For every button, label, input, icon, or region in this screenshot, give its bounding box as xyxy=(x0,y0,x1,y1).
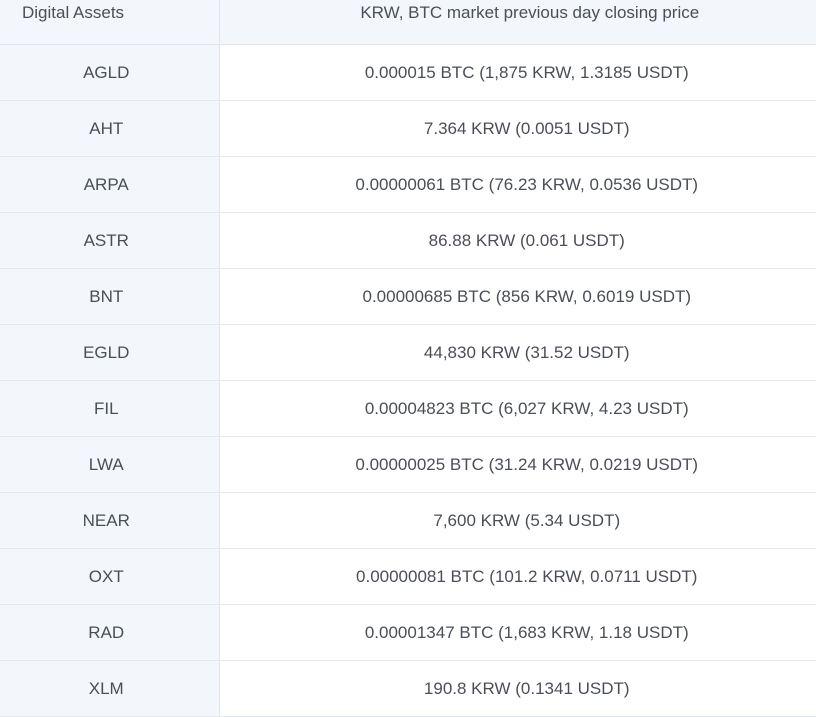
asset-symbol: OXT xyxy=(0,548,220,605)
closing-price: 7.364 KRW (0.0051 USDT) xyxy=(219,100,816,157)
asset-symbol: AGLD xyxy=(0,44,220,101)
header-closing-price: KRW, BTC market previous day closing pri… xyxy=(219,0,816,45)
closing-price: 0.00000061 BTC (76.23 KRW, 0.0536 USDT) xyxy=(219,156,816,213)
closing-price: 7,600 KRW (5.34 USDT) xyxy=(219,492,816,549)
closing-price: 0.00001347 BTC (1,683 KRW, 1.18 USDT) xyxy=(219,604,816,661)
table-row: BNT 0.00000685 BTC (856 KRW, 0.6019 USDT) xyxy=(0,268,816,325)
closing-price: 44,830 KRW (31.52 USDT) xyxy=(219,324,816,381)
asset-symbol: RAD xyxy=(0,604,220,661)
asset-symbol: XLM xyxy=(0,660,220,717)
table-body: AGLD 0.000015 BTC (1,875 KRW, 1.3185 USDT… xyxy=(0,44,816,717)
table-row: XLM 190.8 KRW (0.1341 USDT) xyxy=(0,660,816,717)
asset-symbol: BNT xyxy=(0,268,220,325)
header-digital-assets: Digital Assets xyxy=(0,0,220,45)
asset-symbol: ARPA xyxy=(0,156,220,213)
table-row: EGLD 44,830 KRW (31.52 USDT) xyxy=(0,324,816,381)
asset-symbol: NEAR xyxy=(0,492,220,549)
asset-symbol: AHT xyxy=(0,100,220,157)
table-row: ARPA 0.00000061 BTC (76.23 KRW, 0.0536 US… xyxy=(0,156,816,213)
closing-price: 0.00000025 BTC (31.24 KRW, 0.0219 USDT) xyxy=(219,436,816,493)
closing-price: 86.88 KRW (0.061 USDT) xyxy=(219,212,816,269)
asset-symbol: LWA xyxy=(0,436,220,493)
table-row: OXT 0.00000081 BTC (101.2 KRW, 0.0711 USD… xyxy=(0,548,816,605)
closing-price: 190.8 KRW (0.1341 USDT) xyxy=(219,660,816,717)
table-row: ASTR 86.88 KRW (0.061 USDT) xyxy=(0,212,816,269)
closing-price: 0.00000685 BTC (856 KRW, 0.6019 USDT) xyxy=(219,268,816,325)
table-row: AGLD 0.000015 BTC (1,875 KRW, 1.3185 USDT… xyxy=(0,44,816,101)
table-row: AHT 7.364 KRW (0.0051 USDT) xyxy=(0,100,816,157)
table-row: LWA 0.00000025 BTC (31.24 KRW, 0.0219 USD… xyxy=(0,436,816,493)
closing-price: 0.00000081 BTC (101.2 KRW, 0.0711 USDT) xyxy=(219,548,816,605)
asset-symbol: EGLD xyxy=(0,324,220,381)
header-row: Digital Assets KRW, BTC market previous … xyxy=(0,0,816,45)
closing-price: 0.000015 BTC (1,875 KRW, 1.3185 USDT) xyxy=(219,44,816,101)
table-header: Digital Assets KRW, BTC market previous … xyxy=(0,0,816,45)
table-row: FIL 0.00004823 BTC (6,027 KRW, 4.23 USDT) xyxy=(0,380,816,437)
table-row: RAD 0.00001347 BTC (1,683 KRW, 1.18 USDT) xyxy=(0,604,816,661)
asset-symbol: ASTR xyxy=(0,212,220,269)
closing-price: 0.00004823 BTC (6,027 KRW, 4.23 USDT) xyxy=(219,380,816,437)
asset-symbol: FIL xyxy=(0,380,220,437)
table-row: NEAR 7,600 KRW (5.34 USDT) xyxy=(0,492,816,549)
